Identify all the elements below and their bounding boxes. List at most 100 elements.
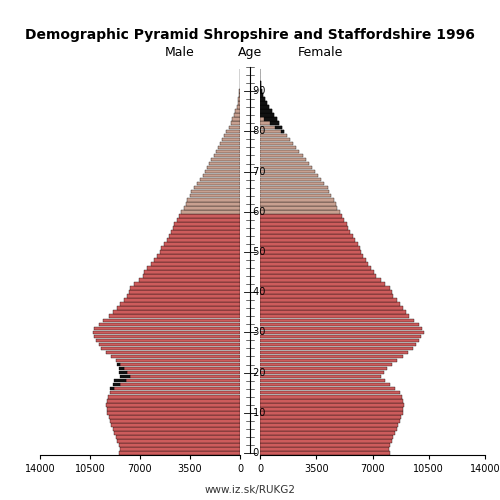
Bar xyxy=(154,258,240,262)
Bar xyxy=(113,383,120,386)
Bar xyxy=(110,387,114,390)
Bar xyxy=(160,250,240,254)
Bar xyxy=(260,210,340,214)
Bar xyxy=(216,150,240,154)
Bar xyxy=(264,118,277,121)
Bar xyxy=(246,106,269,109)
Bar xyxy=(260,379,386,382)
Bar xyxy=(230,122,240,125)
Bar xyxy=(108,314,240,318)
Bar xyxy=(205,170,240,173)
Bar xyxy=(231,94,263,97)
Bar xyxy=(260,358,396,362)
Bar xyxy=(260,138,290,141)
Bar xyxy=(127,294,240,298)
Bar xyxy=(260,206,337,210)
Bar xyxy=(120,375,130,378)
Bar xyxy=(114,431,240,434)
Bar xyxy=(260,427,396,430)
Bar xyxy=(260,174,318,178)
Bar xyxy=(260,391,400,394)
Bar xyxy=(110,419,240,422)
Bar xyxy=(168,234,240,237)
Text: 70: 70 xyxy=(250,166,266,176)
Bar xyxy=(260,142,293,145)
Bar xyxy=(120,447,240,451)
Bar xyxy=(190,194,240,198)
Bar xyxy=(258,114,274,117)
Bar xyxy=(270,122,280,125)
Bar xyxy=(260,354,403,358)
Text: 50: 50 xyxy=(250,247,266,257)
Bar xyxy=(143,274,240,278)
Bar xyxy=(260,322,419,326)
Bar xyxy=(241,102,266,105)
Bar xyxy=(94,334,240,338)
Bar xyxy=(177,218,240,222)
Bar xyxy=(112,423,240,426)
Bar xyxy=(102,346,240,350)
Bar xyxy=(113,427,240,430)
Bar xyxy=(260,246,360,250)
Text: 20: 20 xyxy=(250,368,266,378)
Bar xyxy=(260,435,394,438)
Bar xyxy=(260,338,419,342)
Bar xyxy=(260,162,309,166)
Bar xyxy=(107,407,240,410)
Bar xyxy=(118,451,240,455)
Bar xyxy=(236,110,240,113)
Bar xyxy=(124,366,240,370)
Bar xyxy=(260,362,392,366)
Bar xyxy=(162,246,240,250)
Bar xyxy=(126,379,240,382)
Bar xyxy=(228,126,240,129)
Bar xyxy=(260,371,384,374)
Bar xyxy=(260,110,272,113)
Bar xyxy=(260,334,420,338)
Bar xyxy=(98,342,240,346)
Bar xyxy=(144,270,240,274)
Bar xyxy=(260,326,422,330)
Bar xyxy=(260,262,368,266)
Text: 10: 10 xyxy=(250,408,266,418)
Bar xyxy=(260,114,274,117)
Bar xyxy=(219,82,260,85)
Bar xyxy=(98,322,240,326)
Bar xyxy=(147,266,240,270)
Bar xyxy=(157,254,240,258)
Bar xyxy=(118,366,124,370)
Bar xyxy=(182,210,240,214)
Bar xyxy=(186,202,240,205)
Bar xyxy=(260,399,403,402)
Bar xyxy=(260,274,376,278)
Bar xyxy=(108,415,240,418)
Bar xyxy=(260,278,380,282)
Bar xyxy=(260,190,329,194)
Bar xyxy=(239,94,240,97)
Bar xyxy=(194,186,240,190)
Bar xyxy=(260,403,404,406)
Bar xyxy=(260,98,264,101)
Bar xyxy=(236,106,240,109)
Bar xyxy=(260,218,344,222)
Bar xyxy=(167,238,240,242)
Text: Demographic Pyramid Shropshire and Staffordshire 1996: Demographic Pyramid Shropshire and Staff… xyxy=(25,28,475,42)
Bar xyxy=(260,94,263,97)
Bar xyxy=(107,399,240,402)
Bar xyxy=(118,371,127,374)
Bar xyxy=(260,258,366,262)
Bar xyxy=(260,302,400,306)
Bar xyxy=(260,222,347,226)
Bar xyxy=(238,98,240,101)
Bar xyxy=(260,286,390,290)
Bar xyxy=(214,154,240,158)
Bar xyxy=(260,447,388,451)
Bar xyxy=(232,118,240,121)
Bar xyxy=(106,403,240,406)
Bar xyxy=(260,310,406,314)
Text: 60: 60 xyxy=(250,207,266,217)
Text: Age: Age xyxy=(238,46,262,59)
Bar xyxy=(234,114,240,117)
Bar xyxy=(207,166,240,170)
Bar xyxy=(260,182,324,186)
